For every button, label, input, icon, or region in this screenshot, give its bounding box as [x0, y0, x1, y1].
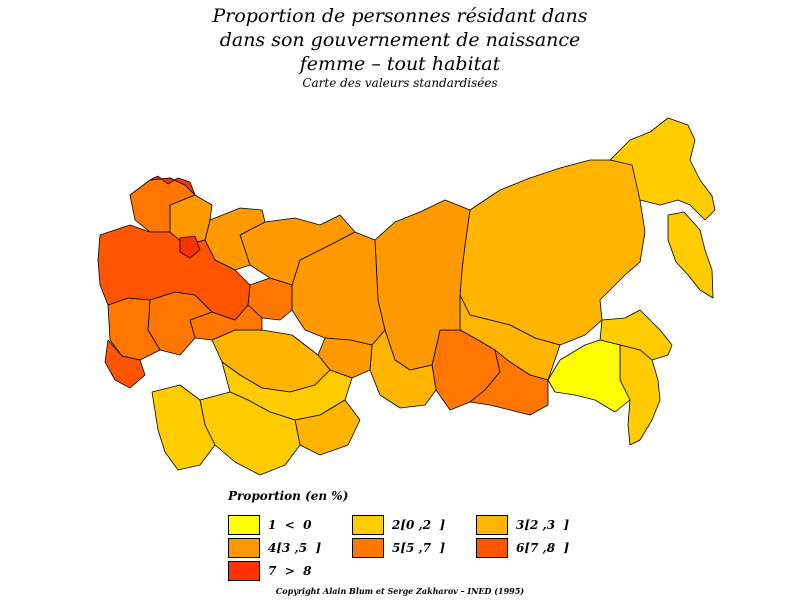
region-amur	[547, 339, 631, 413]
legend-label-6: 6[7 ,8 ]	[516, 541, 570, 555]
region-caucasus	[104, 339, 146, 389]
region-moscow	[179, 235, 201, 259]
legend-label-3: 3[2 ,3 ]	[516, 518, 570, 532]
legend-swatch-5	[352, 538, 384, 558]
legend-title: Proportion (en %)	[228, 489, 349, 503]
legend-label-7: 7 > 8	[268, 564, 312, 578]
region-yakutia	[459, 159, 646, 346]
region-murmansk	[149, 175, 196, 196]
region-ural-north	[239, 214, 356, 286]
region-kamchatka	[667, 211, 714, 299]
legend-swatch-4	[228, 538, 260, 558]
legend-label-1: 1 < 0	[268, 518, 312, 532]
region-altai	[294, 399, 361, 456]
copyright-notice: Copyright Alain Blum et Serge Zakharov –…	[275, 586, 525, 596]
legend-swatch-6	[476, 538, 508, 558]
map-title-line-2: dans son gouvernement de naissance	[219, 29, 581, 51]
legend-item-5: 5[5 ,7 ]	[352, 538, 445, 558]
legend-swatch-1	[228, 515, 260, 535]
map-title-line-1: Proportion de personnes résidant dans	[212, 5, 588, 27]
legend-swatch-3	[476, 515, 508, 535]
legend-label-5: 5[5 ,7 ]	[392, 541, 446, 555]
map-title-line-3: femme – tout habitat	[299, 53, 501, 75]
legend-swatch-7	[228, 561, 260, 581]
legend-item-1: 1 < 0	[228, 515, 311, 535]
legend-label-2: 2[0 ,2 ]	[392, 518, 446, 532]
legend-item-7: 7 > 8	[228, 561, 311, 581]
legend-label-4: 4[3 ,5 ]	[268, 541, 322, 555]
legend-item-4: 4[3 ,5 ]	[228, 538, 321, 558]
region-turkmenistan	[151, 384, 216, 471]
title-block: Proportion de personnes résidant dans da…	[0, 4, 800, 91]
legend-item-6: 6[7 ,8 ]	[476, 538, 569, 558]
legend-swatch-2	[352, 515, 384, 535]
legend-item-3: 3[2 ,3 ]	[476, 515, 569, 535]
region-central-russia	[97, 224, 251, 321]
region-buryatia	[469, 349, 549, 416]
map-subtitle: Carte des valeurs standardisées	[302, 76, 498, 90]
legend-item-2: 2[0 ,2 ]	[352, 515, 445, 535]
